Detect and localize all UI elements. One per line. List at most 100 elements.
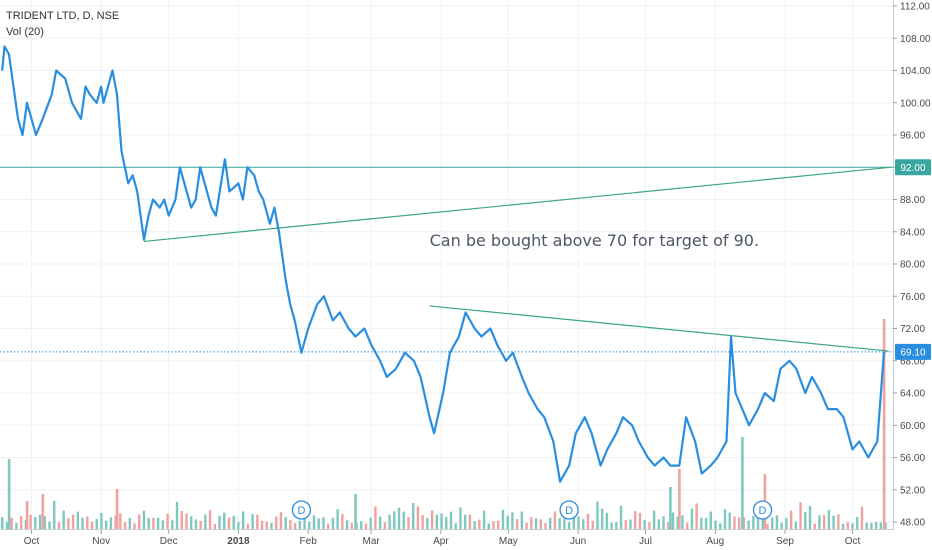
volume-bar [615,522,618,529]
volume-bar [799,502,802,529]
volume-bar [468,514,472,529]
volume-bar [473,521,476,529]
volume-bar [71,514,75,529]
dividend-marker [291,500,312,520]
volume-bar [41,494,45,529]
volume-bar [1,517,4,529]
volume-bar [454,523,457,529]
volume-bar [133,523,136,529]
volume-bar [497,520,500,529]
price-axis-tick-label: 100.00 [900,98,931,109]
volume-bar [142,510,146,529]
volume-bar [114,515,117,529]
horizontal-levels [0,166,893,353]
volume-bar [487,523,490,529]
volume-bar [704,517,708,529]
price-axis[interactable]: 48.00 52.00 56.00 60.00 64.00 68.00 72.00 76.00… [893,2,931,529]
volume-bar [723,509,727,529]
volume-bar [208,510,212,529]
volume-bar [204,514,207,529]
price-axis-tick-label: 88.00 [900,195,925,206]
time-axis-tick-label: Apr [433,536,449,547]
volume-bar [610,522,613,529]
volume-bar [185,513,188,529]
volume-bar [463,514,467,529]
volume-bar [794,521,798,529]
volume-bar [25,501,29,529]
time-axis-tick-label: 2018 [227,536,250,547]
price-axis-tick-label: 68.00 [900,356,925,367]
volume-bar [785,517,788,529]
time-axis[interactable]: Oct Nov Dec 2018 Feb Mar Apr May Jun Jul Aug Sep Oct [24,530,861,547]
volume-bar [813,523,816,529]
volume-bar [38,514,42,529]
volume-bar [719,523,722,529]
dividend-marker-label: D [565,505,573,517]
volume-bar [416,506,420,529]
symbol-title[interactable]: TRIDENT LTD, D, NSE [6,10,120,22]
volume-bar [331,517,335,529]
volume-bar [175,501,179,529]
resistance-trend-line [429,305,889,352]
volume-bar [426,517,429,529]
volume-bar [95,519,98,529]
volume-bar [771,517,774,529]
volume-bar [152,517,155,529]
dividend-marker-label: D [759,505,767,517]
volume-bar [104,520,108,529]
time-axis-tick-label: Mar [363,536,381,547]
volume-bar [884,522,887,529]
chart-annotation: Can be bought above 70 for target of 90. [430,231,759,250]
volume-bar [232,515,235,529]
price-axis-labels: 92.00 69.10 [895,159,931,360]
volume-bar [199,520,202,529]
trend-lines [143,166,891,352]
time-axis-tick-label: Jun [570,536,586,547]
price-axis-tick-label: 76.00 [900,292,925,303]
volume-bar [882,319,886,529]
volume-indicator-label[interactable]: Vol (20) [6,26,44,38]
volume-bar [837,514,840,529]
volume-bar [412,502,415,529]
volume-bar [818,515,821,529]
volume-bar [638,512,642,529]
volume-bar [492,521,495,529]
volume-bar [662,516,665,529]
volume-bar [194,519,198,529]
volume-bar [667,522,670,529]
volume-bar [350,522,354,529]
volume-bar [48,521,51,529]
volume-bar [317,518,320,529]
volume-bar [402,511,405,529]
price-axis-tick-label: 56.00 [900,453,925,464]
price-axis-tick-label: 112.00 [900,2,930,13]
volume-bar [728,512,731,529]
volume-bar [445,516,448,529]
volume-bar [624,520,627,529]
volume-bar [860,506,864,529]
volume-bar [459,507,462,529]
volume-bar [841,523,845,529]
volume-bar [652,510,656,529]
volume-bar [714,520,717,529]
volume-bar [43,516,46,529]
volume-bar [19,515,23,529]
volume-bar [237,522,240,529]
volume-bar [700,517,703,529]
volume-bar [166,513,169,529]
price-axis-tick-label: 72.00 [900,324,925,335]
price-line [1,45,886,483]
dividend-marker-label: D [297,505,305,517]
volume-bar [558,518,561,529]
volume-bar [827,509,831,529]
volume-bar [326,523,330,529]
volume-bar [308,521,311,529]
volume-bar [354,494,357,529]
volume-bar [7,459,11,529]
volume-bar [10,517,13,529]
volume-bar [733,516,736,529]
volume-bar [525,522,528,529]
current-price-label: 69.10 [900,347,925,358]
volume-bar [156,517,160,529]
